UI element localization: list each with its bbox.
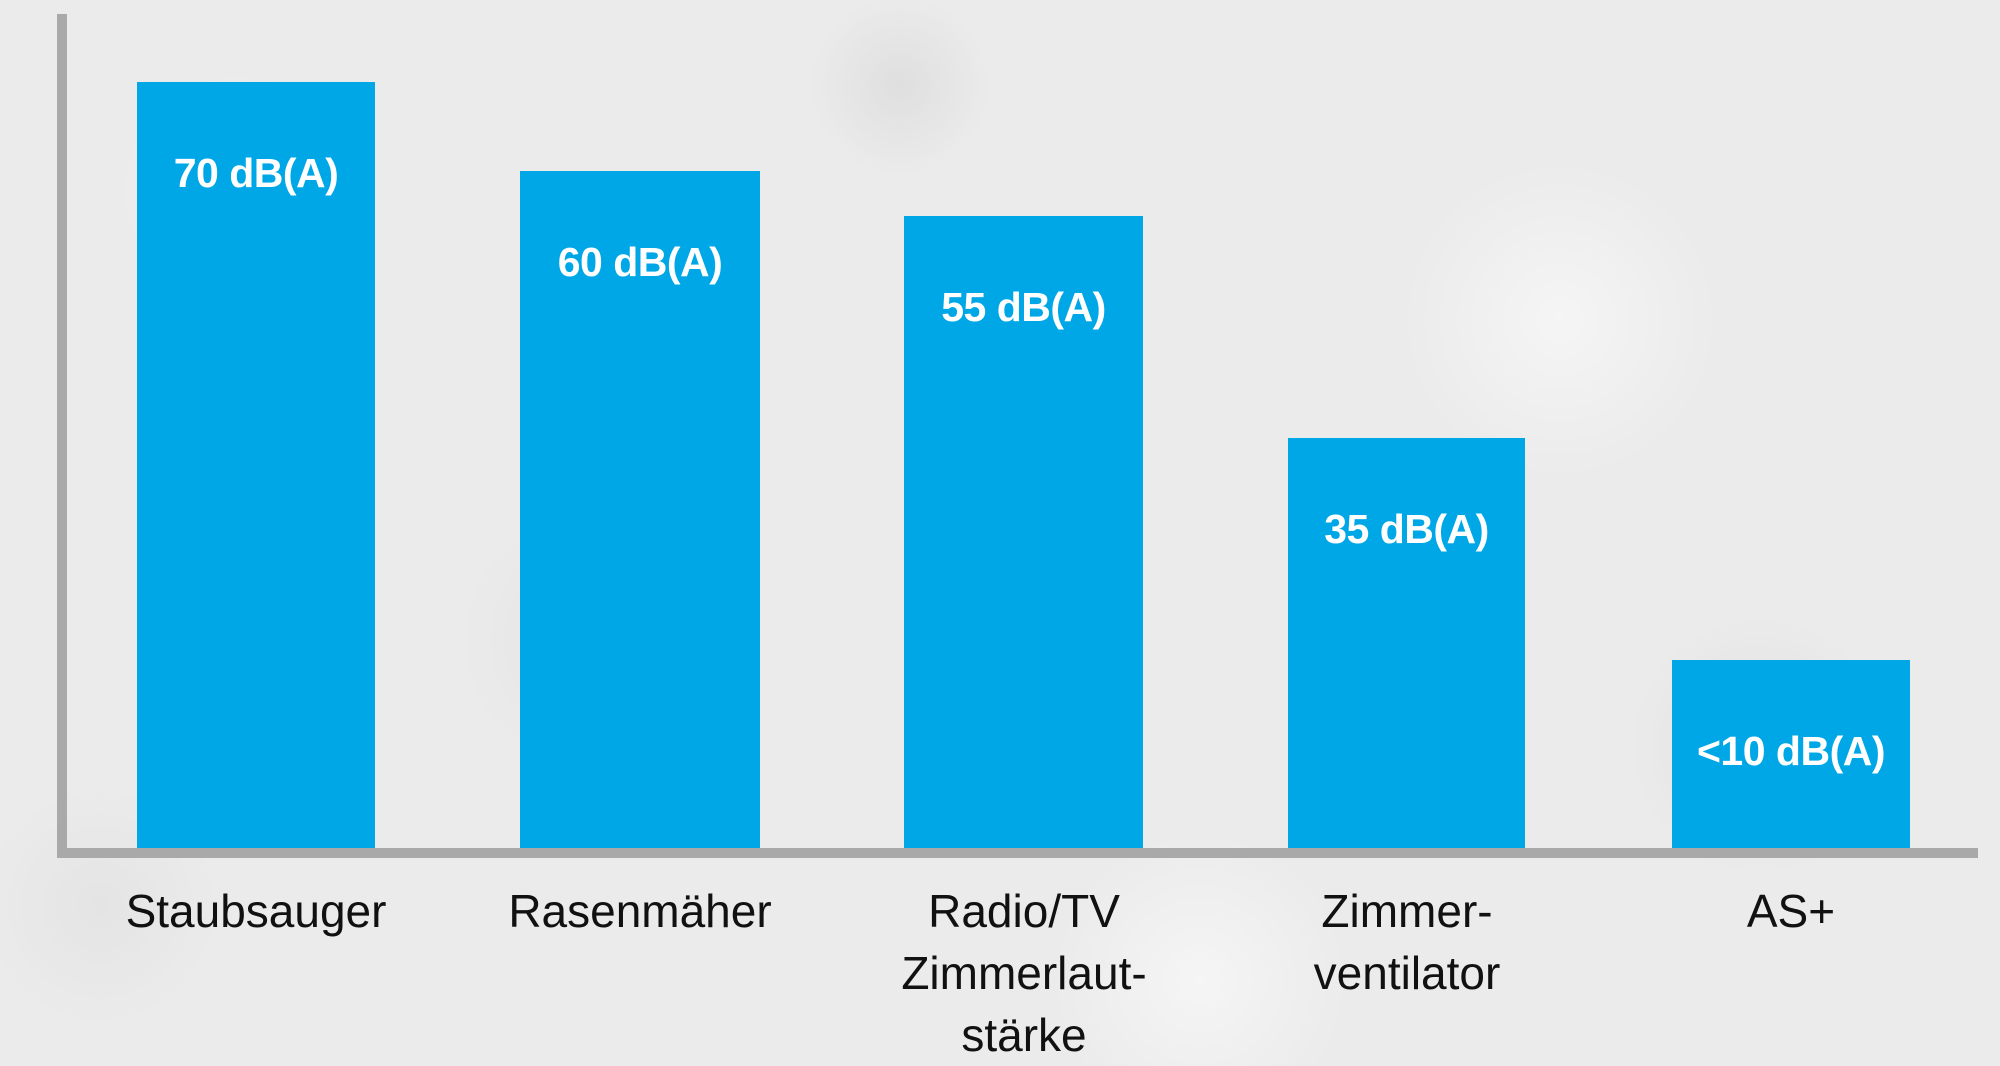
category-label-line: Zimmer- (1321, 885, 1493, 937)
bar-value-label: 35 dB(A) (1324, 506, 1489, 552)
bar-value-label: <10 dB(A) (1696, 728, 1886, 774)
bar-value-label: 55 dB(A) (941, 284, 1106, 330)
category-label-line: Radio/TV (928, 885, 1120, 937)
category-label-staubsauger: Staubsauger (86, 880, 426, 942)
category-label-line: stärke (961, 1009, 1087, 1061)
bar-value-label: 60 dB(A) (557, 239, 723, 285)
bar-staubsauger: 70 dB(A) (137, 82, 375, 848)
category-label-as-plus: AS+ (1621, 880, 1961, 942)
bar-rasenmaeher: 60 dB(A) (520, 171, 760, 848)
bar-value-label: 70 dB(A) (173, 150, 339, 196)
category-label-line: Zimmerlaut- (901, 947, 1147, 999)
category-label-line: Staubsauger (125, 885, 387, 937)
y-axis-line (57, 14, 67, 858)
category-label-rasenmaeher: Rasenmäher (470, 880, 810, 942)
category-label-zimmerventilator: Zimmer- ventilator (1237, 880, 1577, 1004)
bar-radio-tv: 55 dB(A) (904, 216, 1143, 848)
bar-as-plus: <10 dB(A) (1672, 660, 1910, 848)
category-label-line: Rasenmäher (508, 885, 772, 937)
x-axis-line (57, 848, 1978, 858)
category-label-radio-tv: Radio/TV Zimmerlaut- stärke (854, 880, 1194, 1066)
category-label-line: AS+ (1746, 885, 1836, 937)
bar-zimmerventilator: 35 dB(A) (1288, 438, 1525, 848)
category-label-line: ventilator (1313, 947, 1501, 999)
